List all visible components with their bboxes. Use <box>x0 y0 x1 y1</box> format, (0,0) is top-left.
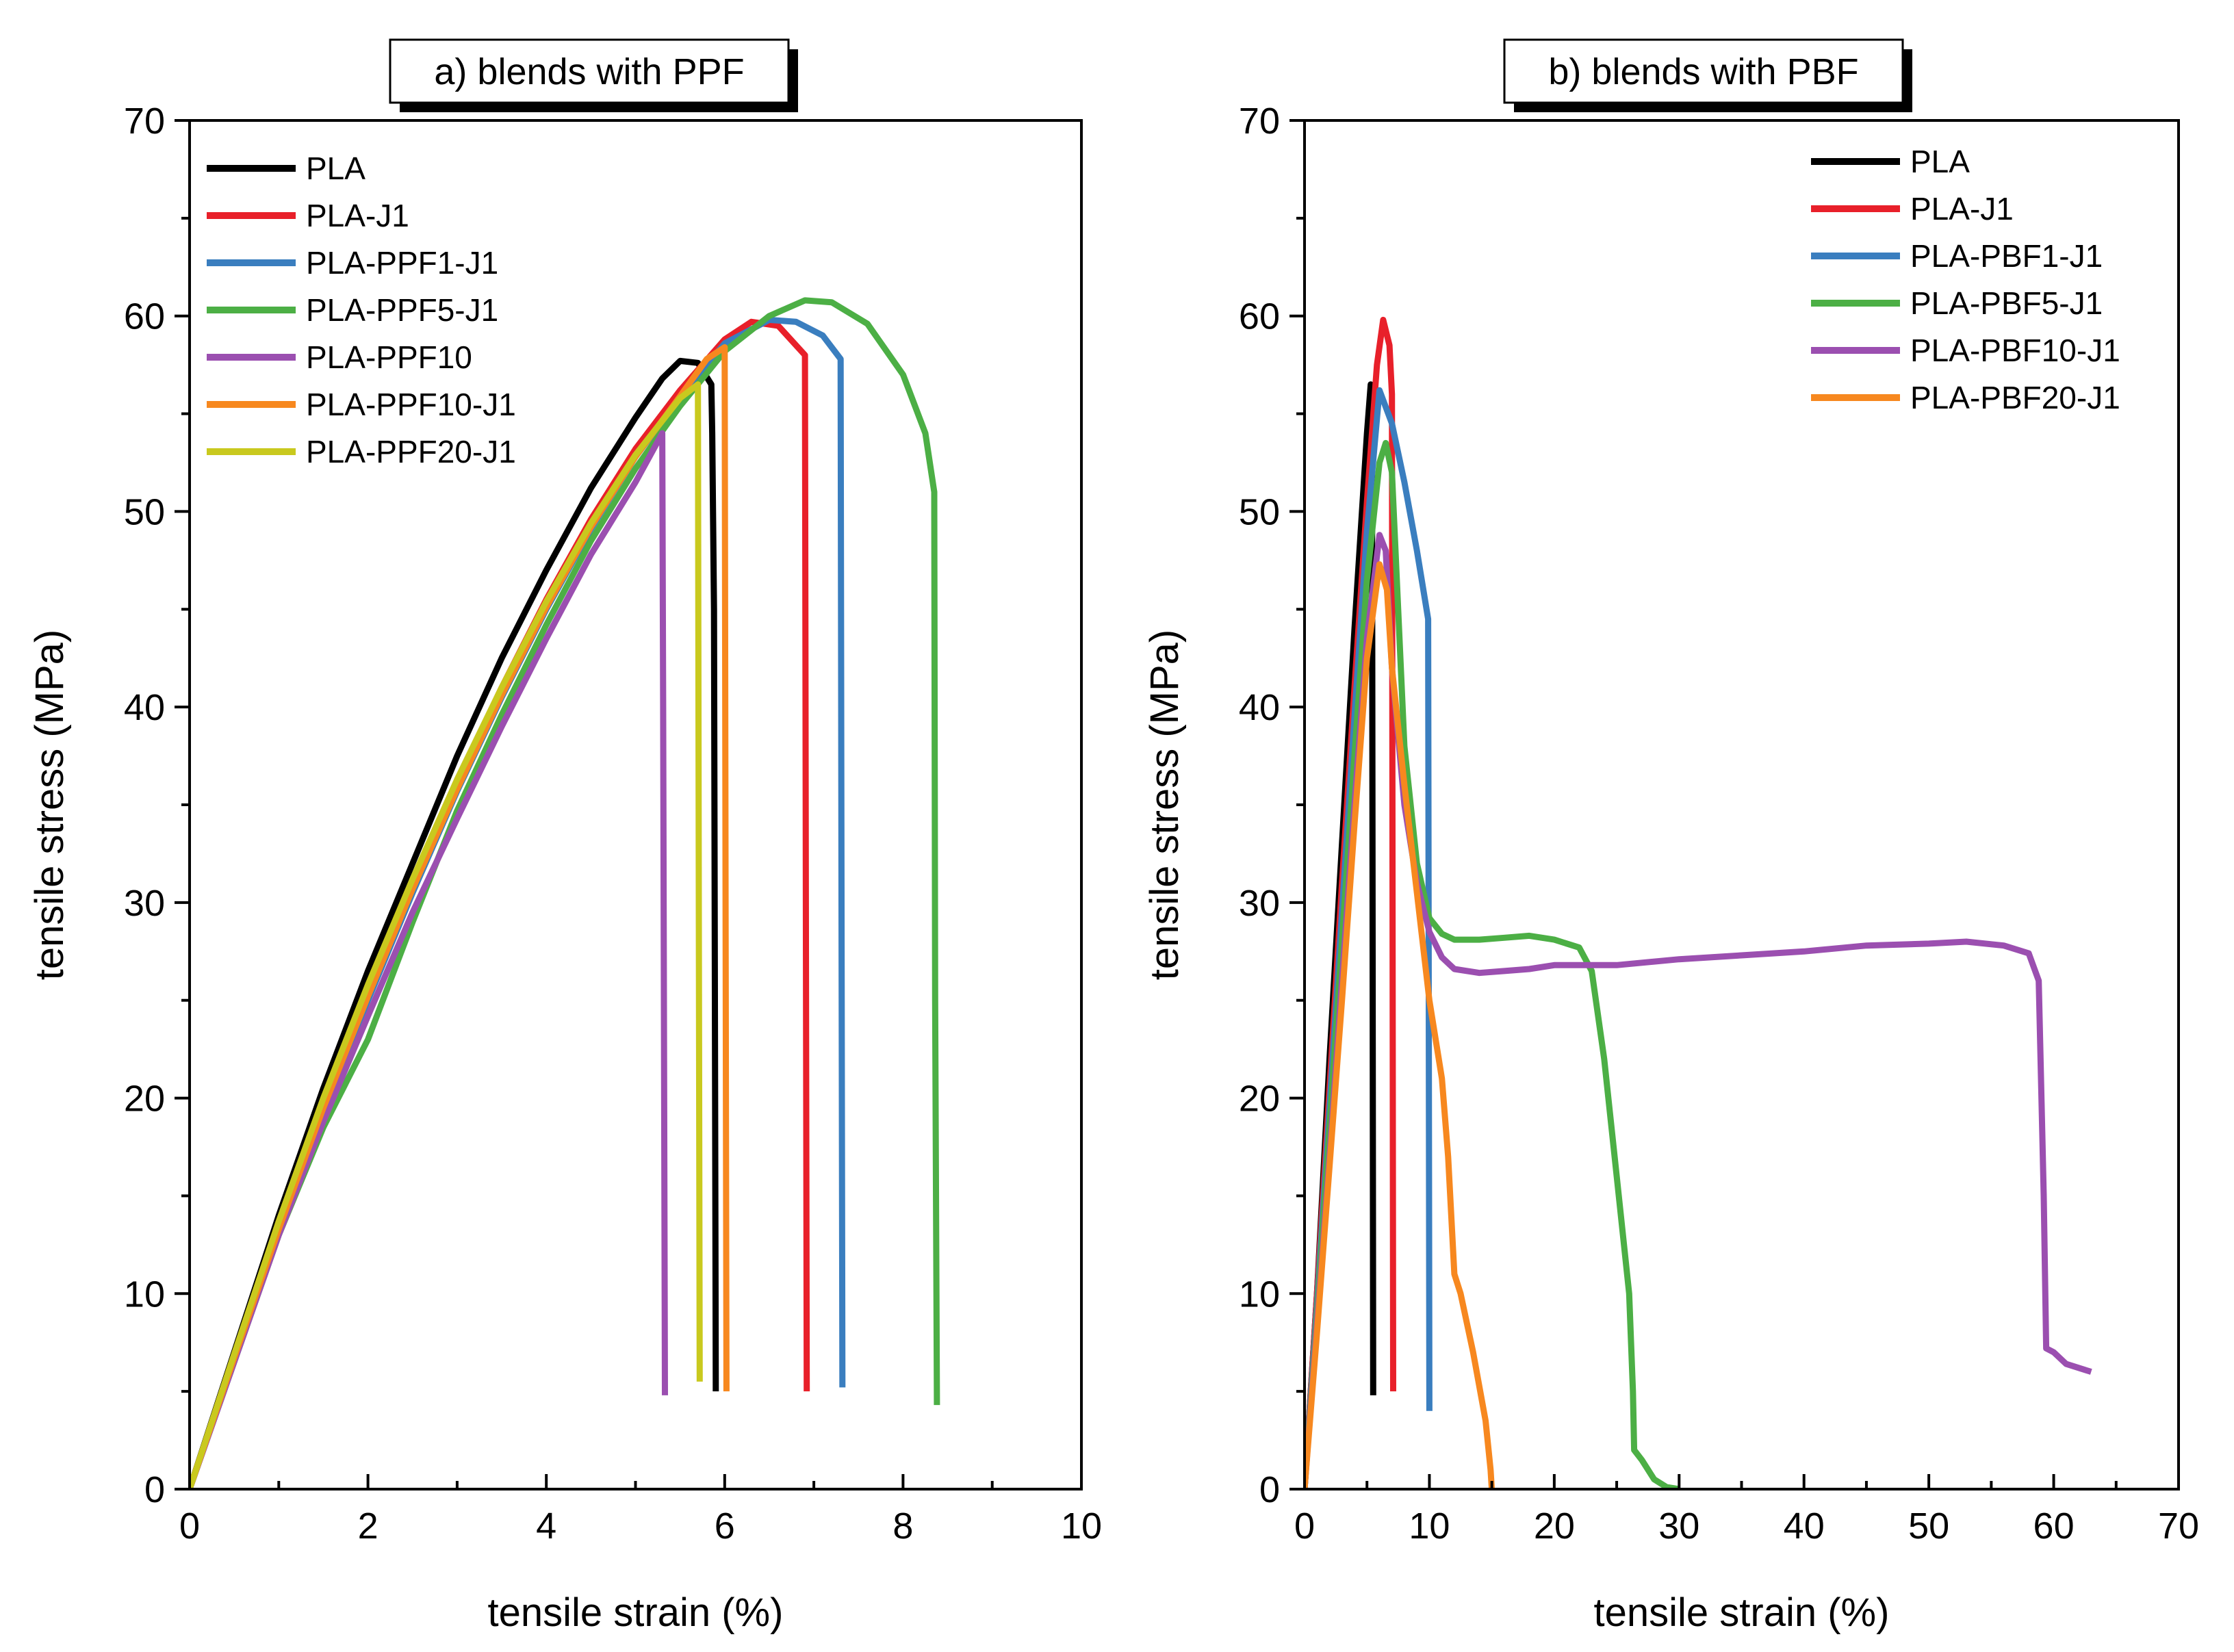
x-tick-label: 6 <box>715 1506 735 1547</box>
x-axis-title: tensile strain (%) <box>1594 1590 1890 1635</box>
series-line-pla-pbf20-j1 <box>1305 561 1495 1489</box>
x-tick-label: 40 <box>1784 1506 1825 1547</box>
series-line-pla-ppf10-j1 <box>190 344 730 1489</box>
y-tick-label: 0 <box>1259 1469 1280 1510</box>
legend-label: PLA-PBF1-J1 <box>1910 238 2103 274</box>
y-tick-label: 70 <box>1239 101 1280 142</box>
series-line-pla-ppf20-j1 <box>190 381 703 1489</box>
y-tick-label: 60 <box>124 296 165 337</box>
y-tick-label: 40 <box>1239 687 1280 728</box>
y-tick-label: 30 <box>1239 883 1280 924</box>
x-tick-label: 60 <box>2033 1506 2075 1547</box>
y-tick-label: 10 <box>1239 1274 1280 1315</box>
y-tick-label: 10 <box>124 1274 165 1315</box>
legend-label: PLA-J1 <box>1910 191 2014 227</box>
x-tick-label: 70 <box>2158 1506 2199 1547</box>
x-tick-label: 2 <box>358 1506 378 1547</box>
chart-title: a) blends with PPF <box>434 51 744 92</box>
y-axis-title: tensile stress (MPa) <box>27 630 72 980</box>
x-tick-label: 0 <box>179 1506 200 1547</box>
legend-label: PLA-PPF20-J1 <box>306 434 516 469</box>
y-tick-label: 20 <box>1239 1079 1280 1120</box>
series-group <box>190 297 940 1489</box>
x-tick-label: 0 <box>1294 1506 1315 1547</box>
chart-panel-b: b) blends with PBF 0 10 20 30 40 50 60 70 0 10 20 30… <box>1142 38 2199 1635</box>
y-tick-label: 30 <box>124 883 165 924</box>
x-tick-label: 8 <box>893 1506 913 1547</box>
series-group <box>1305 316 2092 1489</box>
legend-label: PLA <box>1910 144 1970 179</box>
legend: PLA PLA-J1 PLA-PBF1-J1 PLA-PBF5-J1 PLA-PBF10… <box>1811 144 2120 415</box>
x-tick-label: 10 <box>1061 1506 1102 1547</box>
legend-label: PLA <box>306 151 365 186</box>
title-box <box>389 38 790 104</box>
series-line-pla-pbf5-j1 <box>1305 439 1680 1489</box>
chart-panel-a: a) blends with PPF 0 2 4 6 8 10 0 10 20 30 40 50 60 70… <box>27 38 1102 1635</box>
y-tick-label: 70 <box>124 101 165 142</box>
y-tick-label: 50 <box>124 491 165 532</box>
legend-label: PLA-PPF1-J1 <box>306 245 498 281</box>
series-line-pla-ppf5-j1 <box>190 297 940 1489</box>
title-box <box>1503 38 1904 104</box>
legend-label: PLA-PPF5-J1 <box>306 292 498 328</box>
series-line-pla-ppf1-j1 <box>190 316 846 1489</box>
x-tick-label: 30 <box>1658 1506 1699 1547</box>
legend: PLA PLA-J1 PLA-PPF1-J1 PLA-PPF5-J1 PLA-PPF10… <box>207 151 516 469</box>
legend-label: PLA-PBF10-J1 <box>1910 333 2120 368</box>
legend-label: PLA-PPF10-J1 <box>306 387 516 422</box>
y-tick-label: 20 <box>124 1079 165 1120</box>
x-tick-label: 4 <box>536 1506 556 1547</box>
legend-label: PLA-PBF20-J1 <box>1910 380 2120 415</box>
chart-title: b) blends with PBF <box>1548 51 1858 92</box>
series-line-pla-ppf10 <box>190 430 668 1489</box>
legend-label: PLA-PBF5-J1 <box>1910 285 2103 321</box>
y-tick-label: 50 <box>1239 491 1280 532</box>
y-tick-label: 60 <box>1239 296 1280 337</box>
y-tick-label: 40 <box>124 687 165 728</box>
legend-label: PLA-J1 <box>306 198 409 233</box>
legend-label: PLA-PPF10 <box>306 339 472 375</box>
series-line-pla-pbf10-j1 <box>1305 532 2092 1489</box>
x-tick-label: 10 <box>1409 1506 1450 1547</box>
y-axis-title: tensile stress (MPa) <box>1142 630 1187 980</box>
x-tick-label: 50 <box>1908 1506 1949 1547</box>
x-axis-title: tensile strain (%) <box>488 1590 784 1635</box>
x-tick-label: 20 <box>1534 1506 1575 1547</box>
series-line-pla <box>190 357 719 1489</box>
y-tick-label: 0 <box>144 1469 165 1510</box>
